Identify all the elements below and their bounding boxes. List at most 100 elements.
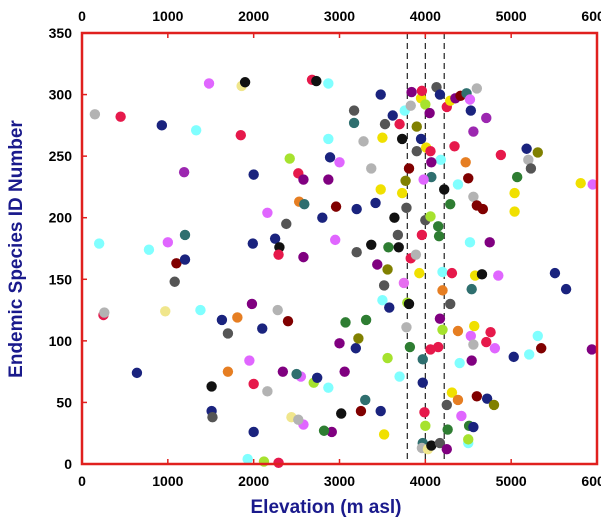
data-point	[398, 277, 410, 289]
data-point	[360, 394, 371, 406]
data-point	[434, 437, 446, 449]
data-point	[378, 429, 390, 440]
data-point	[298, 174, 309, 185]
data-point	[426, 157, 437, 168]
data-point	[162, 237, 174, 248]
data-point	[206, 381, 217, 392]
data-point	[377, 295, 388, 306]
data-point	[452, 325, 464, 337]
data-point	[471, 391, 483, 402]
data-point	[190, 125, 202, 136]
data-point	[575, 178, 586, 189]
y-tick-label: 350	[49, 25, 73, 41]
data-point	[160, 306, 171, 317]
data-point	[382, 264, 393, 275]
data-point	[437, 324, 448, 335]
x-tick-label-bottom: 5000	[496, 473, 527, 489]
axis-ticks	[81, 32, 598, 465]
y-axis-title: Endemic Species ID Number	[6, 120, 27, 378]
data-point	[282, 315, 294, 327]
data-point	[330, 201, 342, 212]
data-point	[179, 254, 191, 265]
data-point	[318, 425, 330, 436]
data-point	[560, 283, 572, 295]
data-point	[323, 133, 334, 145]
data-point	[262, 207, 273, 218]
data-point	[396, 187, 408, 199]
data-point	[434, 89, 446, 100]
data-point	[449, 141, 460, 152]
data-point	[334, 157, 345, 168]
data-point	[477, 203, 489, 215]
data-point	[405, 100, 416, 111]
y-tick-label: 50	[56, 394, 72, 410]
data-point	[244, 355, 255, 366]
data-point	[549, 267, 561, 279]
data-point	[417, 377, 428, 388]
data-point	[521, 143, 532, 154]
data-point	[272, 304, 283, 316]
data-point	[293, 414, 304, 425]
y-tick-label: 100	[49, 333, 73, 349]
data-point	[317, 212, 328, 223]
data-point	[262, 386, 273, 397]
data-point	[404, 341, 416, 353]
data-point	[384, 302, 395, 313]
data-point	[396, 133, 408, 145]
data-point	[143, 244, 155, 255]
data-point	[235, 130, 246, 141]
data-point	[246, 298, 258, 310]
data-point	[463, 173, 474, 184]
data-point	[216, 314, 228, 326]
data-point	[481, 112, 492, 124]
data-point	[277, 366, 289, 377]
data-point	[485, 327, 496, 338]
data-point	[511, 171, 523, 183]
data-point	[489, 343, 501, 354]
data-point	[532, 330, 543, 342]
data-point	[509, 206, 520, 217]
x-tick-label-top: 3000	[324, 8, 355, 24]
x-tick-label-bottom: 2000	[238, 473, 269, 489]
data-point	[525, 163, 537, 174]
x-tick-label-bottom: 0	[78, 473, 86, 489]
data-point	[350, 343, 362, 354]
data-point	[434, 313, 446, 324]
tick-labels: 0010001000200020003000300040004000500050…	[49, 8, 601, 489]
data-point	[93, 238, 105, 249]
data-point	[239, 77, 251, 88]
data-point	[460, 157, 471, 168]
data-point	[353, 333, 364, 344]
data-point	[115, 111, 126, 122]
data-point	[425, 211, 436, 222]
data-point	[426, 440, 437, 451]
data-point	[410, 249, 422, 260]
data-point	[463, 434, 474, 445]
data-point	[587, 179, 598, 190]
data-point	[336, 408, 347, 419]
data-point	[481, 393, 493, 404]
y-tick-label: 200	[49, 210, 73, 226]
data-point	[323, 78, 334, 89]
data-point	[411, 121, 422, 132]
data-point	[416, 85, 428, 97]
data-point	[169, 276, 180, 287]
data-point	[464, 237, 476, 248]
data-point	[248, 426, 259, 438]
data-point	[394, 118, 405, 130]
x-tick-label-top: 4000	[410, 8, 441, 24]
data-point	[417, 354, 428, 365]
data-point	[424, 107, 435, 119]
data-point	[435, 154, 446, 166]
data-point	[375, 89, 386, 100]
data-point	[375, 405, 386, 417]
data-point	[387, 110, 398, 121]
data-point	[382, 352, 393, 364]
data-point	[481, 336, 492, 348]
data-point	[445, 198, 456, 210]
data-point	[171, 258, 182, 269]
data-point	[586, 344, 598, 355]
data-point	[425, 344, 436, 355]
